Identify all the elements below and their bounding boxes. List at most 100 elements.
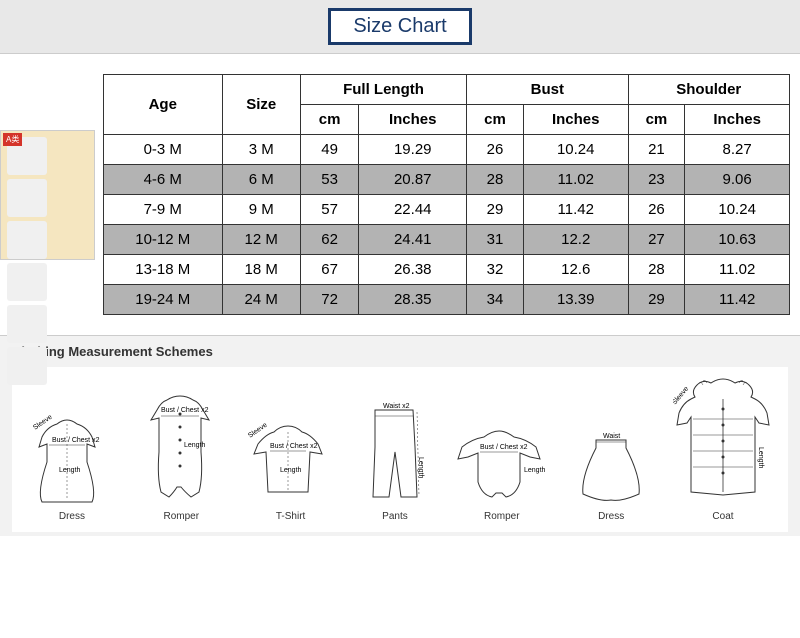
cell: 62	[300, 225, 358, 255]
cell: 29	[467, 195, 524, 225]
cell: 72	[300, 285, 358, 315]
scheme-label: Dress	[571, 511, 651, 522]
cell: 11.42	[523, 195, 628, 225]
cell: 12 M	[222, 225, 300, 255]
col-shoulder: Shoulder	[628, 75, 789, 105]
cell: 22.44	[359, 195, 467, 225]
scheme-label: T-Shirt	[246, 511, 336, 522]
svg-text:Waist x2: Waist x2	[383, 403, 410, 410]
cell: 8.27	[685, 135, 790, 165]
cell: 11.42	[685, 285, 790, 315]
cell: 4-6 M	[104, 165, 223, 195]
scheme-label: Romper	[454, 511, 549, 522]
size-table: Age Size Full Length Bust Shoulder cm In…	[103, 74, 790, 315]
scheme-romper: Bust / Chest x2 Length Romper	[139, 392, 224, 522]
cell: 67	[300, 255, 358, 285]
col-s-cm: cm	[628, 105, 685, 135]
thumb-tag: A类	[3, 133, 22, 146]
cell: 53	[300, 165, 358, 195]
scheme-dress: Sleeve Bust / Chest x2 Length Dress	[27, 412, 117, 522]
cell: 28.35	[359, 285, 467, 315]
cell: 28	[628, 255, 685, 285]
scheme-tshirt: Sleeve Bust / Chest x2 Length T-Shirt	[246, 422, 336, 522]
col-age: Age	[104, 75, 223, 135]
scheme-skirt-dress: Waist Dress	[571, 432, 651, 522]
scheme-label: Pants	[357, 511, 432, 522]
cell: 49	[300, 135, 358, 165]
scheme-romper-2: Bust / Chest x2 Length Romper	[454, 427, 549, 522]
table-row: 10-12 M12 M6224.413112.22710.63	[104, 225, 790, 255]
scheme-label: Romper	[139, 511, 224, 522]
svg-text:Length: Length	[524, 467, 546, 474]
col-size: Size	[222, 75, 300, 135]
cell: 10.63	[685, 225, 790, 255]
cell: 31	[467, 225, 524, 255]
cell: 0-3 M	[104, 135, 223, 165]
table-row: 7-9 M9 M5722.442911.422610.24	[104, 195, 790, 225]
cell: 6 M	[222, 165, 300, 195]
svg-text:Bust / Chest x2: Bust / Chest x2	[52, 437, 100, 444]
cell: 24 M	[222, 285, 300, 315]
cell: 26.38	[359, 255, 467, 285]
col-s-in: Inches	[685, 105, 790, 135]
table-row: 4-6 M6 M5320.872811.02239.06	[104, 165, 790, 195]
cell: 34	[467, 285, 524, 315]
cell: 26	[467, 135, 524, 165]
cell: 12.2	[523, 225, 628, 255]
col-b-cm: cm	[467, 105, 524, 135]
scheme-coat: Sleeve Length Coat	[673, 377, 773, 522]
title-bar: Size Chart	[0, 0, 800, 54]
cell: 10-12 M	[104, 225, 223, 255]
cell: 7-9 M	[104, 195, 223, 225]
cell: 13-18 M	[104, 255, 223, 285]
cell: 10.24	[523, 135, 628, 165]
cell: 12.6	[523, 255, 628, 285]
cell: 19.29	[359, 135, 467, 165]
table-row: 13-18 M18 M6726.383212.62811.02	[104, 255, 790, 285]
svg-text:Length: Length	[184, 442, 206, 449]
col-b-in: Inches	[523, 105, 628, 135]
schemes-row: Sleeve Bust / Chest x2 Length Dress Bust…	[12, 367, 788, 532]
size-chart-title: Size Chart	[328, 8, 471, 45]
cell: 10.24	[685, 195, 790, 225]
cell: 11.02	[523, 165, 628, 195]
cell: 28	[467, 165, 524, 195]
cell: 29	[628, 285, 685, 315]
cell: 3 M	[222, 135, 300, 165]
svg-text:Bust / Chest x2: Bust / Chest x2	[270, 443, 318, 450]
svg-text:Sleeve: Sleeve	[32, 414, 54, 432]
measurement-schemes: Clothing Measurement Schemes Sleeve Bust…	[0, 335, 800, 536]
cell: 9 M	[222, 195, 300, 225]
svg-text:Bust / Chest x2: Bust / Chest x2	[161, 407, 209, 414]
table-row: 19-24 M24 M7228.353413.392911.42	[104, 285, 790, 315]
cell: 9.06	[685, 165, 790, 195]
svg-text:Length: Length	[757, 447, 764, 469]
col-bust: Bust	[467, 75, 628, 105]
cell: 26	[628, 195, 685, 225]
svg-text:Length: Length	[59, 467, 81, 474]
chart-section: A类 Age Size Full Length Bust Shoulder cm…	[0, 54, 800, 335]
cell: 21	[628, 135, 685, 165]
cell: 27	[628, 225, 685, 255]
cell: 23	[628, 165, 685, 195]
col-full-length: Full Length	[300, 75, 466, 105]
cell: 20.87	[359, 165, 467, 195]
scheme-label: Coat	[673, 511, 773, 522]
cell: 18 M	[222, 255, 300, 285]
cell: 24.41	[359, 225, 467, 255]
svg-text:Sleeve: Sleeve	[673, 385, 690, 406]
scheme-pants: Waist x2 Length Pants	[357, 402, 432, 522]
schemes-title: Clothing Measurement Schemes	[12, 344, 788, 359]
col-fl-cm: cm	[300, 105, 358, 135]
svg-text:Length: Length	[280, 467, 302, 474]
cell: 57	[300, 195, 358, 225]
svg-text:Waist: Waist	[603, 433, 620, 440]
cell: 13.39	[523, 285, 628, 315]
table-row: 0-3 M3 M4919.292610.24218.27	[104, 135, 790, 165]
cell: 32	[467, 255, 524, 285]
cell: 11.02	[685, 255, 790, 285]
product-thumbnail: A类	[0, 130, 95, 260]
scheme-label: Dress	[27, 511, 117, 522]
svg-text:Bust / Chest x2: Bust / Chest x2	[480, 444, 528, 451]
cell: 19-24 M	[104, 285, 223, 315]
